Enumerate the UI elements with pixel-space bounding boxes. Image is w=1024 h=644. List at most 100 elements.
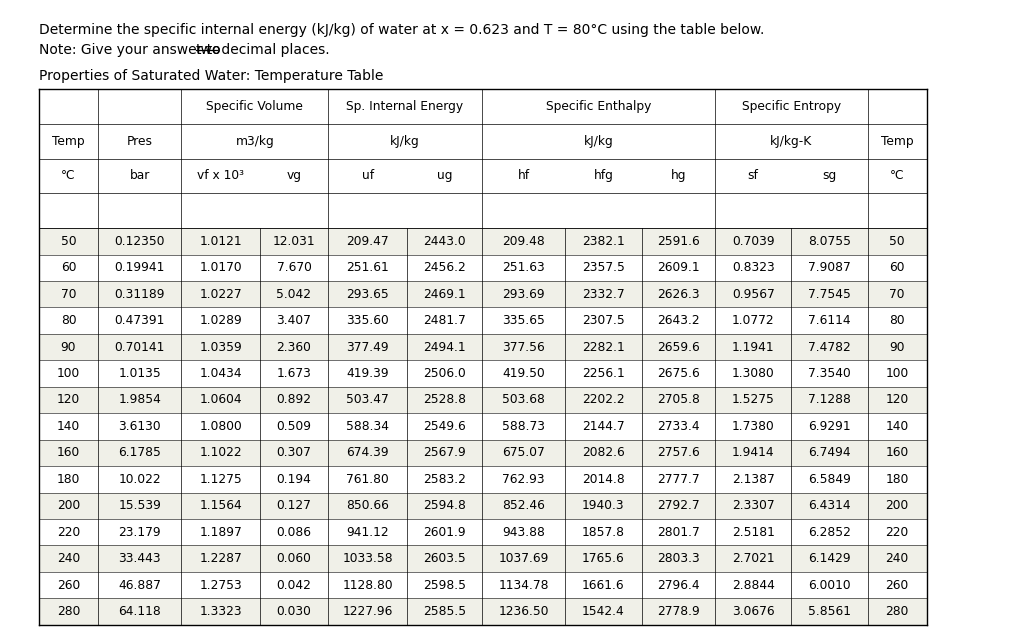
Text: 2382.1: 2382.1 <box>582 235 625 248</box>
Bar <box>39 334 927 361</box>
Text: 1236.50: 1236.50 <box>499 605 549 618</box>
Text: 2481.7: 2481.7 <box>423 314 466 327</box>
Text: 90: 90 <box>890 341 905 354</box>
Text: 2506.0: 2506.0 <box>423 367 466 380</box>
Text: 1.1941: 1.1941 <box>732 341 774 354</box>
Text: 0.194: 0.194 <box>276 473 311 486</box>
Text: 6.1429: 6.1429 <box>808 552 851 565</box>
Text: 0.127: 0.127 <box>276 499 311 512</box>
Text: 1661.6: 1661.6 <box>583 578 625 592</box>
Text: 180: 180 <box>886 473 909 486</box>
Text: 251.63: 251.63 <box>502 261 545 274</box>
Text: 1.0604: 1.0604 <box>200 393 242 406</box>
Text: vf x 10³: vf x 10³ <box>198 169 244 182</box>
Bar <box>39 598 927 625</box>
Text: hg: hg <box>671 169 686 182</box>
Text: 1.1897: 1.1897 <box>200 526 242 538</box>
Text: 1.0359: 1.0359 <box>200 341 242 354</box>
Text: 0.12350: 0.12350 <box>115 235 165 248</box>
Text: 850.66: 850.66 <box>346 499 389 512</box>
Text: 90: 90 <box>60 341 76 354</box>
Text: 2282.1: 2282.1 <box>582 341 625 354</box>
Text: 6.5849: 6.5849 <box>808 473 851 486</box>
Text: 160: 160 <box>56 446 80 459</box>
Text: 1.3080: 1.3080 <box>732 367 774 380</box>
Text: Sp. Internal Energy: Sp. Internal Energy <box>346 100 464 113</box>
Text: 943.88: 943.88 <box>502 526 545 538</box>
Text: 2528.8: 2528.8 <box>423 393 466 406</box>
Text: 2803.3: 2803.3 <box>657 552 699 565</box>
Text: 1.9854: 1.9854 <box>118 393 161 406</box>
Text: 3.407: 3.407 <box>276 314 311 327</box>
Text: 335.65: 335.65 <box>502 314 545 327</box>
Text: 0.086: 0.086 <box>276 526 311 538</box>
Text: 1.5275: 1.5275 <box>732 393 774 406</box>
Text: 240: 240 <box>56 552 80 565</box>
Text: 1.2753: 1.2753 <box>200 578 242 592</box>
Text: 419.39: 419.39 <box>346 367 389 380</box>
Text: 80: 80 <box>890 314 905 327</box>
Bar <box>39 254 927 281</box>
Text: 377.56: 377.56 <box>502 341 545 354</box>
Text: 180: 180 <box>56 473 80 486</box>
Text: 2598.5: 2598.5 <box>423 578 466 592</box>
Text: 6.9291: 6.9291 <box>808 420 851 433</box>
Text: 675.07: 675.07 <box>502 446 545 459</box>
Text: 10.022: 10.022 <box>119 473 161 486</box>
Text: 1.673: 1.673 <box>276 367 311 380</box>
Text: 0.7039: 0.7039 <box>732 235 774 248</box>
Text: 3.0676: 3.0676 <box>732 605 774 618</box>
Text: 588.34: 588.34 <box>346 420 389 433</box>
Text: 7.9087: 7.9087 <box>808 261 851 274</box>
Text: 46.887: 46.887 <box>118 578 161 592</box>
Text: 293.69: 293.69 <box>502 288 545 301</box>
Text: Note: Give your answer to: Note: Give your answer to <box>39 43 225 57</box>
Text: ug: ug <box>437 169 453 182</box>
Text: 1.0227: 1.0227 <box>200 288 242 301</box>
Text: 0.307: 0.307 <box>276 446 311 459</box>
Text: 503.68: 503.68 <box>502 393 545 406</box>
Text: 0.509: 0.509 <box>276 420 311 433</box>
Text: two: two <box>196 43 221 57</box>
Text: 3.6130: 3.6130 <box>119 420 161 433</box>
Text: 503.47: 503.47 <box>346 393 389 406</box>
Text: 209.48: 209.48 <box>502 235 545 248</box>
Text: 335.60: 335.60 <box>346 314 389 327</box>
Text: 2801.7: 2801.7 <box>657 526 699 538</box>
Text: 220: 220 <box>886 526 909 538</box>
Text: 2757.6: 2757.6 <box>657 446 699 459</box>
Text: 50: 50 <box>890 235 905 248</box>
Text: Pres: Pres <box>127 135 153 147</box>
Text: 2675.6: 2675.6 <box>657 367 699 380</box>
Text: 2202.2: 2202.2 <box>583 393 625 406</box>
Text: 260: 260 <box>56 578 80 592</box>
Text: 70: 70 <box>60 288 76 301</box>
Text: 1.0434: 1.0434 <box>200 367 242 380</box>
Text: 7.4782: 7.4782 <box>808 341 851 354</box>
Text: 2659.6: 2659.6 <box>657 341 699 354</box>
Text: 2601.9: 2601.9 <box>423 526 466 538</box>
Text: Determine the specific internal energy (kJ/kg) of water at x = 0.623 and T = 80°: Determine the specific internal energy (… <box>39 23 764 37</box>
Text: 240: 240 <box>886 552 909 565</box>
Text: 1128.80: 1128.80 <box>342 578 393 592</box>
Text: 1.2287: 1.2287 <box>200 552 242 565</box>
Text: 2443.0: 2443.0 <box>423 235 466 248</box>
Bar <box>39 387 927 413</box>
Text: 2082.6: 2082.6 <box>582 446 625 459</box>
Text: 2583.2: 2583.2 <box>423 473 466 486</box>
Text: 2.8844: 2.8844 <box>732 578 774 592</box>
Text: 1.9414: 1.9414 <box>732 446 774 459</box>
Text: 2567.9: 2567.9 <box>423 446 466 459</box>
Text: 1940.3: 1940.3 <box>583 499 625 512</box>
Text: 2626.3: 2626.3 <box>657 288 699 301</box>
Text: 1134.78: 1134.78 <box>499 578 549 592</box>
Text: 1.3323: 1.3323 <box>200 605 242 618</box>
Text: hfg: hfg <box>594 169 613 182</box>
Text: 6.2852: 6.2852 <box>808 526 851 538</box>
Text: 293.65: 293.65 <box>346 288 389 301</box>
Text: 280: 280 <box>886 605 909 618</box>
Text: 5.8561: 5.8561 <box>808 605 851 618</box>
Text: 2591.6: 2591.6 <box>657 235 699 248</box>
Text: 2603.5: 2603.5 <box>423 552 466 565</box>
Text: 0.042: 0.042 <box>276 578 311 592</box>
